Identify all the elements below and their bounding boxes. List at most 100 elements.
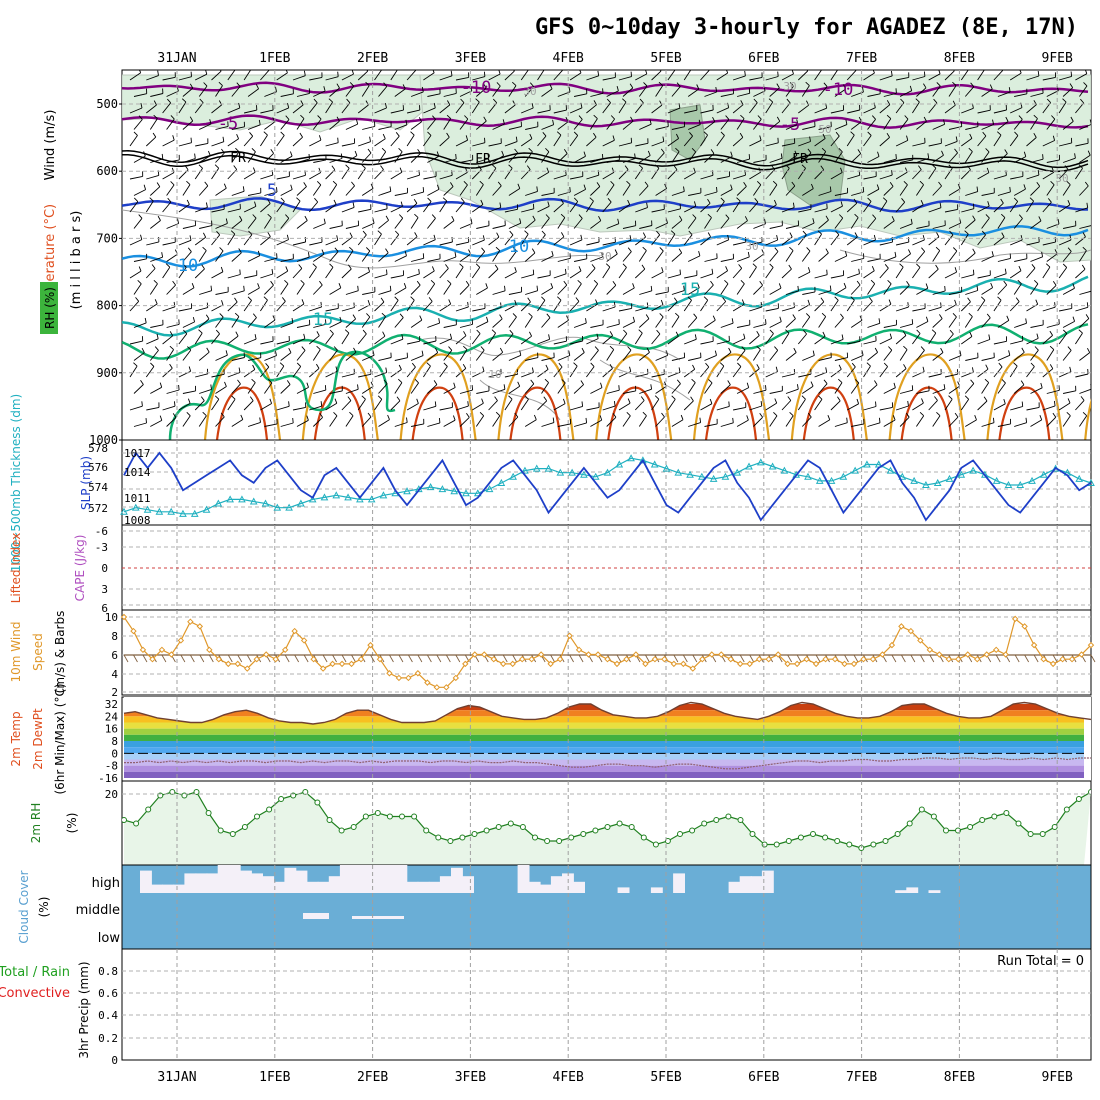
contour-label: -5 [780,115,800,135]
wind-barb [1058,142,1072,147]
wind-barb [247,217,257,229]
wind-barb-flag [825,367,828,373]
cloud-level-high: high [92,876,120,891]
wind-barb-flag [550,283,554,288]
wind-barb [276,135,285,147]
cloud-high-clear [906,887,919,893]
cape-panel-frame [121,524,1092,611]
wind10m-marker [149,655,156,663]
wind-barb [1030,256,1043,262]
wind-barb [215,386,227,394]
wind-barb [899,253,911,262]
wind-barb-flag [319,280,323,286]
wind-barb [801,416,812,427]
wind-barb [390,135,400,147]
rh2m-marker [1027,831,1034,837]
wind-barb-flag [622,263,627,268]
wind-barb [912,76,926,81]
wind-barb-flag [448,299,452,305]
wind-barb [394,357,408,361]
wind-barb-flag [934,396,938,401]
wind-barb-flag [597,70,600,76]
wind-barb-flag [646,302,649,308]
wind-barb-flag [687,296,692,301]
wind-barb [341,332,350,345]
wind10m-barb [901,654,906,663]
wind-barb-flag [1033,279,1039,285]
wind-barb [292,104,304,114]
wind-barb-flag [161,153,164,159]
precip-tick: 0.6 [98,987,118,1000]
wind-barb [260,273,273,279]
wind-barb [390,205,403,213]
wind-barb-flag [254,334,257,340]
cloud-high-clear [362,865,374,893]
wind-barb [541,317,551,328]
wind-barb-flag [585,318,587,324]
wind-barb [146,174,159,180]
wind-barb-flag [333,199,337,205]
wind-barb-flag [313,98,318,104]
wind-barb-flag [446,114,452,119]
wind-barb [325,402,338,411]
cloud-high-clear [184,873,197,893]
wind-barb [1042,335,1053,345]
temp-band [124,759,1084,766]
wind-barb-flag [840,313,844,319]
wind-barb-flag [796,119,799,125]
wind-barb [997,354,1010,361]
wind-barb-flag [794,150,798,156]
thickness-marker [933,478,942,486]
wind-barb [276,270,288,279]
wind-barb-flag [188,366,192,372]
wind-barb [981,255,994,262]
wind-barb-flag [1072,283,1075,289]
wind-barb-flag [645,314,650,319]
wind-barb-flag [561,379,566,384]
wind-barb [309,405,322,411]
wind-barb [215,222,228,229]
wind-barb [198,155,211,163]
thickness-marker [179,509,187,517]
wind-barb [374,399,383,411]
wind-barb-flag [494,264,499,270]
wind-barb-flag [464,115,469,120]
wind-barb [227,70,236,81]
wind-barb [471,267,481,279]
wind-barb-flag [888,299,892,305]
wind-barb-flag [874,380,878,386]
wind-barb-flag [416,398,419,404]
wind-barb-flag [1004,149,1008,154]
wind-barb [1046,253,1058,262]
wind-barb [553,236,565,246]
wind10m-barb [919,654,925,663]
wind-barb-flag [243,285,245,291]
wind-barb-flag [805,81,810,86]
wind10m-marker [689,665,697,672]
wind-barb-flag [254,201,257,207]
wind-barb-flag [1033,114,1038,119]
wind-barb [247,88,259,97]
wind-barb [1014,93,1027,97]
wind-barb [960,301,971,312]
wind-barb-flag [837,378,843,383]
wind10m-marker [992,646,1000,654]
wind-barb-flag [512,247,517,252]
wind-barb [932,85,941,97]
wind-barb [586,241,600,246]
wind-barb-flag [303,182,307,187]
wind-barb [524,316,533,328]
wind-barb [765,76,779,81]
wind-barb-flag [460,98,465,104]
wind-barb [557,153,568,163]
wind-barb [850,382,860,394]
thickness-marker [202,505,211,513]
thickness-marker [273,503,282,511]
wind-barb-flag [903,180,908,186]
wind-barb-flag [990,282,994,288]
wind-barb [260,340,274,345]
wind-barb [178,333,188,345]
wind-barb [553,70,563,81]
wind-barb [814,336,826,345]
wind-barb [932,352,944,361]
